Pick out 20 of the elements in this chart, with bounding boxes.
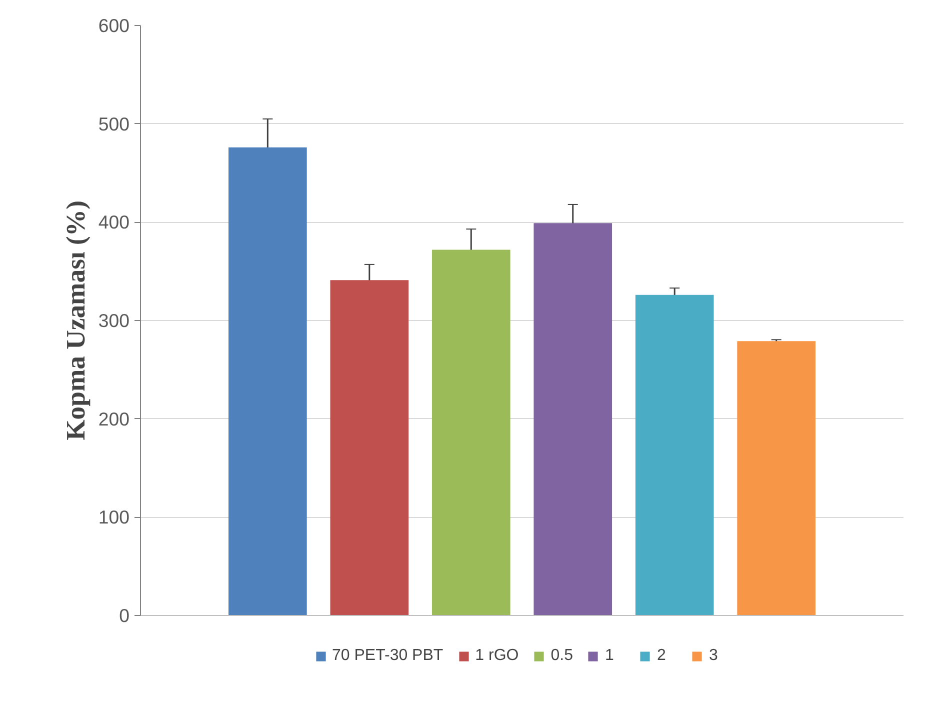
y-tick-label: 400 bbox=[98, 212, 130, 233]
bar bbox=[228, 147, 307, 616]
bar bbox=[737, 341, 816, 616]
legend-label: 0.5 bbox=[550, 647, 573, 665]
legend-label: 70 PET-30 PBT bbox=[332, 647, 444, 665]
bar bbox=[432, 250, 510, 616]
y-tick-label: 600 bbox=[98, 15, 130, 36]
bar bbox=[330, 280, 409, 616]
legend-label: 2 bbox=[656, 647, 667, 665]
y-tick-label: 300 bbox=[98, 310, 130, 331]
legend-label: 1 bbox=[604, 647, 615, 665]
y-tick-label: 0 bbox=[119, 605, 130, 626]
y-tick-label: 200 bbox=[98, 408, 130, 430]
legend-label: 1 rGO bbox=[475, 647, 519, 665]
bar bbox=[635, 294, 714, 616]
y-tick-label: 100 bbox=[98, 506, 130, 528]
y-tick-label: 500 bbox=[98, 113, 130, 134]
y-axis-title: Kopma Uzaması (%) bbox=[60, 200, 90, 440]
legend-label: 3 bbox=[708, 647, 719, 665]
bar bbox=[534, 223, 612, 616]
